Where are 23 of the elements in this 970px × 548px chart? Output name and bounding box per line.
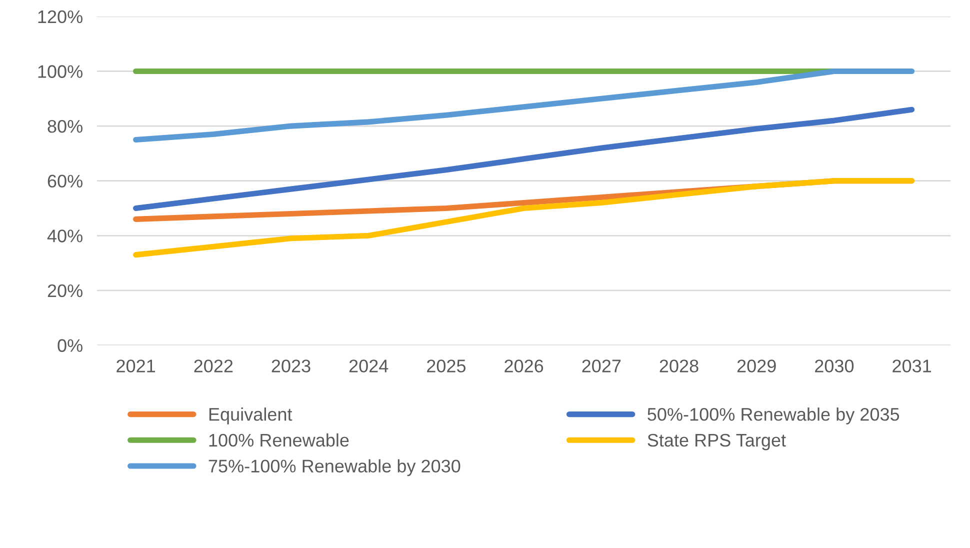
legend-label: 75%-100% Renewable by 2030 [208, 459, 460, 476]
legend-label: Equivalent [209, 408, 292, 424]
y-tick-label: 120% [38, 10, 82, 24]
legend-label: 50%-100% Renewable by 2035 [648, 408, 900, 424]
legend-label: 100% Renewable [209, 433, 349, 447]
y-tick-label: 80% [48, 120, 82, 133]
y-tick-label: 0% [58, 339, 82, 352]
legend-label: State RPS Target [648, 434, 786, 450]
x-tick-label: 2029 [737, 360, 776, 372]
x-tick-label: 2030 [815, 360, 854, 372]
y-tick-label: 40% [47, 230, 82, 242]
y-tick-label: 20% [48, 284, 82, 298]
x-tick-label: 2023 [272, 360, 310, 372]
x-tick-label: 2031 [892, 360, 932, 372]
x-tick-label: 2022 [194, 360, 233, 372]
y-tick-label: 60% [48, 174, 82, 188]
y-tick-label: 100% [38, 65, 82, 78]
x-tick-label: 2028 [660, 360, 698, 372]
x-tick-label: 2026 [504, 360, 544, 372]
x-tick-label: 2024 [349, 360, 388, 372]
x-tick-label: 2025 [427, 360, 466, 372]
x-tick-label: 2021 [116, 360, 156, 372]
x-tick-label: 2027 [582, 360, 621, 372]
